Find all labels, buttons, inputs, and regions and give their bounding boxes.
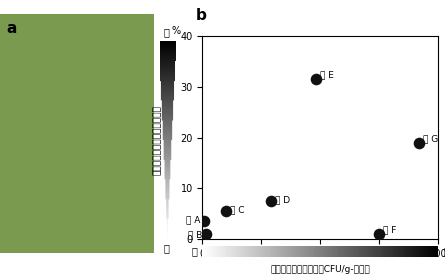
Text: 畚 B: 畚 B [188,231,202,240]
Point [201,219,208,224]
Point [268,199,275,203]
Text: %: % [171,26,180,36]
Point [222,209,230,213]
Text: 低: 低 [164,243,170,253]
Text: 畚 A: 畚 A [186,215,201,224]
Text: 低: 低 [192,247,198,257]
Text: 畚 G: 畚 G [423,134,438,143]
Text: 高: 高 [443,247,445,257]
Point [203,232,210,236]
Text: 畚 D: 畚 D [275,195,290,204]
Text: 畚 E: 畚 E [320,70,334,79]
Text: a: a [6,21,16,36]
Text: 土壌中の分解菌密度（CFU/g-土壌）: 土壌中の分解菌密度（CFU/g-土壌） [271,265,370,274]
Text: カメムシの分解菌への感染率: カメムシの分解菌への感染率 [152,105,162,175]
Text: 高: 高 [164,27,170,37]
Text: b: b [196,8,206,23]
Text: 畚 C: 畚 C [230,205,244,214]
Text: 畚 F: 畚 F [383,226,396,235]
Point [313,77,320,81]
Point [376,232,383,236]
Point [415,140,422,145]
